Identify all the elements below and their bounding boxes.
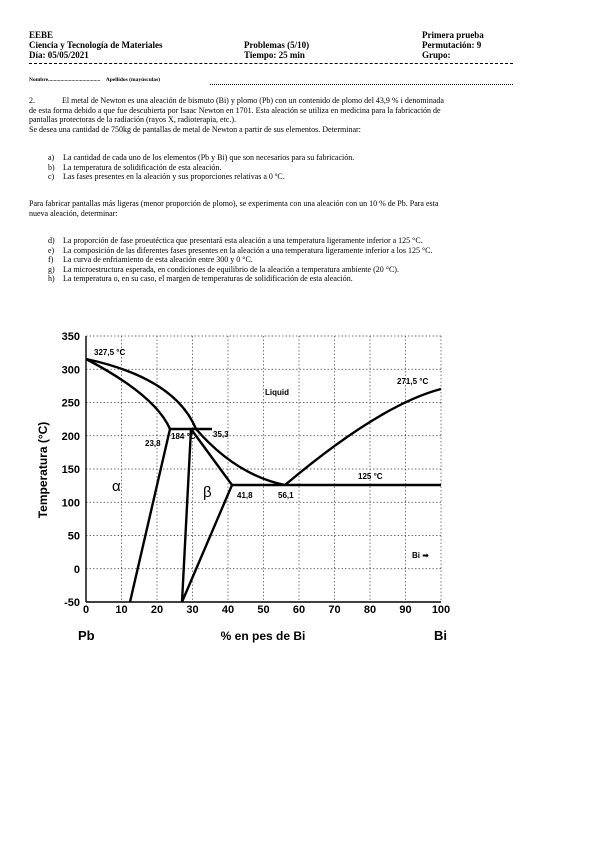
- x-tick-label: 0: [83, 604, 89, 616]
- test-name: Primera prueba: [422, 30, 484, 40]
- school-name: EEBE: [29, 30, 54, 40]
- x-tick-label: 100: [432, 604, 450, 616]
- x-tick-label: 10: [115, 604, 127, 616]
- question-list-2: d) La proporción de fase proeutéctica que…: [48, 236, 433, 284]
- solvus-alpha: [128, 428, 172, 603]
- peritectic-left-comp: 23,8: [145, 439, 161, 448]
- header-left: EEBE Ciencia y Tecnología de Materiales …: [29, 30, 162, 60]
- name-blank-line: [210, 84, 513, 85]
- eutectic-comp: 56,1: [278, 491, 294, 500]
- x-tick-label: 60: [293, 604, 305, 616]
- eutectic-beta-comp: 41,8: [237, 491, 253, 500]
- list-item: d) La proporción de fase proeutéctica que…: [48, 236, 423, 245]
- problem-number: 2.: [29, 96, 35, 105]
- intro-line-4: Se desea una cantidad de 750kg de pantal…: [29, 124, 361, 134]
- list-item: b) La temperatura de solidificación de es…: [48, 162, 222, 172]
- peritectic-right-comp: 35,3: [213, 430, 229, 439]
- liquidus-pb-side: [85, 357, 286, 487]
- solidus-alpha: [85, 357, 172, 430]
- solvus-beta-left: [180, 428, 193, 603]
- y-tick-label: 50: [68, 531, 80, 543]
- intro-line-2: de esta forma debido a que fue descubier…: [29, 105, 441, 115]
- x-tick-label: 90: [399, 604, 411, 616]
- y-tick-label: 0: [74, 564, 80, 576]
- liquid-label: Liquid: [265, 388, 289, 397]
- name-field: Nombre..................................…: [29, 77, 160, 83]
- x-tick-label: 50: [257, 604, 269, 616]
- y-tick-label: -50: [64, 597, 80, 609]
- x-tick-label: 80: [364, 604, 376, 616]
- bi-direction-label: Bi ➡: [412, 551, 429, 560]
- bi-melting-label: 271,5 °C: [397, 377, 428, 386]
- group: Grupo:: [422, 50, 451, 60]
- header-divider: [29, 63, 513, 64]
- y-axis-title: Temperatura (°C): [36, 422, 50, 519]
- name-label: Nombre..................................…: [29, 77, 101, 83]
- list-item: g) La microestructura esperada, en condic…: [48, 264, 399, 274]
- x-tick-label: 20: [151, 604, 163, 616]
- header-middle: Problemas (5/10) Tiempo: 25 min: [244, 40, 309, 60]
- exam-date: Día: 05/05/2021: [29, 50, 89, 60]
- x-tick-label: 30: [186, 604, 198, 616]
- list-item: h) La temperatura o, en su caso, el marge…: [48, 274, 353, 284]
- problem-statement: 2. El metal de Newton es una aleación de…: [29, 96, 549, 134]
- question-list-1: a) La cantidad de cada uno de los element…: [48, 153, 354, 182]
- peritectic-temp-label: 184 °C: [171, 432, 196, 441]
- course-name: Ciencia y Tecnología de Materiales: [29, 40, 163, 50]
- time-limit: Tiempo: 25 min: [244, 50, 305, 60]
- problems-count: Problemas (5/10): [244, 40, 310, 50]
- x-tick-label: 70: [328, 604, 340, 616]
- x-tick-label: 40: [222, 604, 234, 616]
- pb-melting-label: 327,5 °C: [94, 348, 125, 357]
- intro-line-1: El metal de Newton es una aleación de bi…: [62, 96, 444, 105]
- y-tick-label: 250: [62, 398, 80, 410]
- list-item: f) La curva de enfriamiento de esta aleac…: [48, 255, 253, 265]
- list-item: e) La composición de las diferentes fases…: [48, 245, 433, 255]
- second-line-2: nueva aleación, determinar:: [29, 208, 118, 218]
- permutation: Permutación: 9: [422, 40, 482, 50]
- second-statement: Para fabricar pantallas más ligeras (men…: [29, 199, 569, 218]
- list-item: a) La cantidad de cada uno de los element…: [48, 153, 355, 162]
- diagram-labels: 327,5 °C 271,5 °C Liquid 184 °C 23,8 35,…: [94, 348, 429, 560]
- phase-boundaries: [85, 357, 442, 603]
- x-axis-title: % en pes de Bi: [221, 629, 306, 643]
- y-tick-label: 300: [62, 364, 80, 376]
- intro-line-3: pantallas protectoras de la radiación (r…: [29, 115, 237, 125]
- y-tick-label: 200: [62, 431, 80, 443]
- pb-axis-label: Pb: [78, 628, 95, 643]
- alpha-phase-label: α: [112, 478, 121, 495]
- y-tick-label: 350: [62, 331, 80, 343]
- header-right: Primera prueba Permutación: 9 Grupo:: [422, 30, 484, 60]
- second-line-1: Para fabricar pantallas más ligeras (men…: [29, 199, 439, 208]
- eutectic-temp-label: 125 °C: [358, 472, 383, 481]
- list-item: c) Las fases presentes en la aleación y s…: [48, 172, 285, 182]
- y-tick-label: 150: [62, 464, 80, 476]
- beta-phase-label: β: [203, 484, 212, 501]
- diagram-grid: [86, 335, 442, 602]
- surname-label: Apellidos (mayúsculas): [105, 77, 161, 83]
- y-tick-label: 100: [62, 497, 80, 509]
- liquidus-bi-side: [284, 387, 442, 486]
- bi-axis-label: Bi: [434, 628, 447, 643]
